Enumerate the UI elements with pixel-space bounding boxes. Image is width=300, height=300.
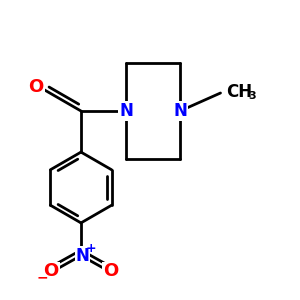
Text: 3: 3 xyxy=(248,91,256,101)
Text: −: − xyxy=(36,271,48,284)
Text: N: N xyxy=(76,247,89,265)
Text: CH: CH xyxy=(226,82,253,100)
Text: +: + xyxy=(85,242,96,256)
Text: O: O xyxy=(103,262,118,280)
Text: N: N xyxy=(173,102,187,120)
Text: O: O xyxy=(28,78,44,96)
Text: O: O xyxy=(44,262,59,280)
Text: N: N xyxy=(119,102,133,120)
